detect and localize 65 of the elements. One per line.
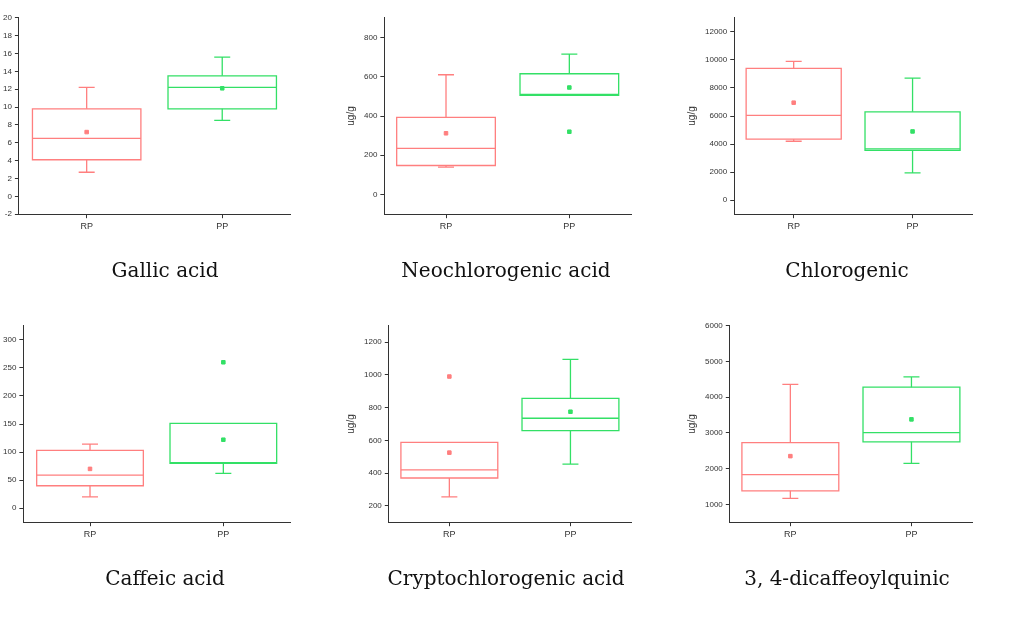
y-tick-label: 200 [2, 391, 17, 401]
y-tick-label: 8 [7, 120, 13, 130]
x-tick-label: PP [563, 221, 576, 232]
y-tick-label: 20 [2, 13, 13, 22]
y-tick-label: 1000 [705, 499, 724, 509]
y-tick-label: 600 [363, 71, 378, 81]
text: Cryptochlorogenic acid [386, 566, 626, 590]
y-tick-label: 1200 [364, 337, 383, 347]
y-tick-label: 250 [2, 363, 17, 373]
x-tick-label: RP [83, 529, 97, 540]
text: Gallic acid [110, 258, 220, 282]
y-tick-label: 300 [2, 335, 17, 345]
y-tick-label: 0 [722, 195, 728, 205]
y-tick-label: 50 [7, 475, 17, 485]
y-tick-label: 0 [372, 189, 378, 199]
y-tick-label: 16 [2, 48, 13, 58]
x-tick-label: RP [787, 221, 800, 232]
y-tick-label: 4000 [709, 139, 728, 149]
text: Neochlorogenic acid [400, 258, 612, 282]
y-axis-title: ug/g [344, 414, 356, 434]
x-tick-label: RP [439, 221, 453, 232]
y-tick-label: 200 [363, 150, 378, 160]
y-tick-label: 10 [2, 102, 13, 112]
y-tick-label: 12 [2, 84, 13, 94]
y-tick-label: 200 [368, 501, 383, 511]
x-tick-label: RP [443, 529, 456, 540]
y-tick-label: 2000 [705, 463, 724, 473]
y-tick-label: 8000 [709, 83, 728, 93]
text: Chlorogenic [784, 258, 910, 282]
y-tick-label: 6000 [709, 111, 728, 121]
y-tick-label: 5000 [705, 356, 724, 366]
x-tick-label: PP [564, 529, 577, 540]
y-tick-label: 6000 [705, 321, 724, 330]
y-tick-label: 2 [7, 173, 13, 183]
text: Caffeic acid [104, 566, 226, 590]
x-tick-label: PP [217, 529, 230, 540]
y-tick-label: 400 [368, 468, 383, 478]
y-tick-label: 2000 [709, 167, 728, 177]
y-tick-label: 150 [2, 419, 17, 429]
text: 3, 4-dicaffeoylquinic [743, 566, 951, 590]
x-tick-label: RP [80, 221, 93, 232]
y-tick-label: 4 [7, 155, 13, 165]
y-tick-label: 600 [368, 435, 383, 445]
y-tick-label: 14 [2, 66, 13, 76]
y-axis-title: ug/g [344, 106, 356, 126]
y-tick-label: 6 [7, 137, 13, 147]
y-tick-label: 3000 [705, 428, 724, 438]
y-tick-label: 800 [363, 32, 378, 42]
y-tick-label: 18 [2, 30, 13, 40]
y-tick-label: -2 [4, 209, 13, 219]
x-tick-label: PP [216, 221, 229, 232]
y-tick-label: 400 [363, 111, 378, 121]
y-tick-label: 10000 [705, 55, 728, 65]
y-axis-title: ug/g [685, 414, 697, 434]
y-tick-label: 0 [11, 503, 17, 513]
y-tick-label: 0 [7, 191, 13, 201]
y-tick-label: 12000 [705, 27, 728, 37]
x-tick-label: PP [905, 529, 918, 540]
x-tick-label: RP [784, 529, 797, 540]
y-tick-label: 800 [368, 402, 383, 412]
y-tick-label: 1000 [364, 370, 383, 380]
y-axis-title: ug/g [685, 106, 697, 126]
y-tick-label: 4000 [705, 392, 724, 402]
x-tick-label: PP [906, 221, 919, 232]
y-tick-label: 100 [2, 447, 17, 457]
